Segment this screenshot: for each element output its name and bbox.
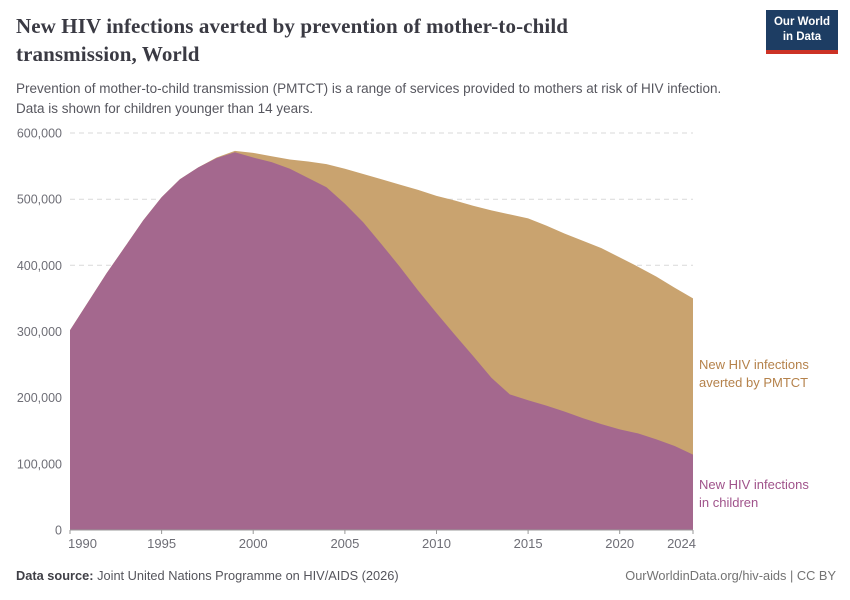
data-source: Data source: Joint United Nations Progra…: [16, 568, 399, 583]
x-axis-tick-label: 2005: [330, 536, 359, 551]
x-axis-tick-label: 2020: [605, 536, 634, 551]
chart-subtitle: Prevention of mother-to-child transmissi…: [16, 79, 828, 119]
data-source-label: Data source:: [16, 568, 94, 583]
y-axis-tick-label: 600,000: [17, 127, 62, 141]
subtitle-line-2: Data is shown for children younger than …: [16, 100, 314, 116]
x-axis-tick-label: 1995: [147, 536, 176, 551]
y-axis-tick-label: 0: [55, 524, 62, 538]
x-axis-tick-label: 2015: [514, 536, 543, 551]
y-axis-tick-label: 100,000: [17, 457, 62, 471]
series-label-children-line-1: New HIV infections: [699, 477, 809, 492]
series-label-averted: New HIV infections averted by PMTCT: [699, 356, 809, 391]
title-line-2: transmission, World: [16, 41, 200, 66]
series-label-averted-line-2: averted by PMTCT: [699, 374, 809, 390]
x-axis-tick-label: 2010: [422, 536, 451, 551]
owid-logo-line-1: Our World: [773, 16, 830, 28]
x-axis-tick-label: 2024: [667, 536, 696, 551]
subtitle-line-1: Prevention of mother-to-child transmissi…: [16, 81, 722, 96]
data-source-text: Joint United Nations Programme on HIV/AI…: [93, 568, 399, 583]
license-text: OurWorldinData.org/hiv-aids | CC BY: [625, 568, 836, 583]
series-label-children-line-2: in children: [699, 494, 759, 510]
series-label-averted-line-1: New HIV infections: [699, 357, 809, 372]
y-axis-tick-label: 300,000: [17, 325, 62, 339]
title-line-1: New HIV infections averted by prevention…: [16, 14, 569, 38]
x-axis-tick-label: 2000: [239, 536, 268, 551]
area-new-hiv-infections-in-children: [70, 152, 693, 530]
x-axis-tick-label: 1990: [68, 536, 97, 551]
owid-logo-line-2: in Data: [782, 30, 822, 43]
owid-logo: Our World in Data: [765, 10, 838, 54]
y-axis-tick-label: 200,000: [17, 391, 62, 405]
chart-footer: Data source: Joint United Nations Progra…: [16, 568, 836, 583]
y-axis-tick-label: 500,000: [17, 193, 62, 207]
page-title: New HIV infections averted by prevention…: [16, 13, 756, 69]
series-label-children: New HIV infections in children: [699, 476, 809, 511]
y-axis-tick-label: 400,000: [17, 259, 62, 273]
